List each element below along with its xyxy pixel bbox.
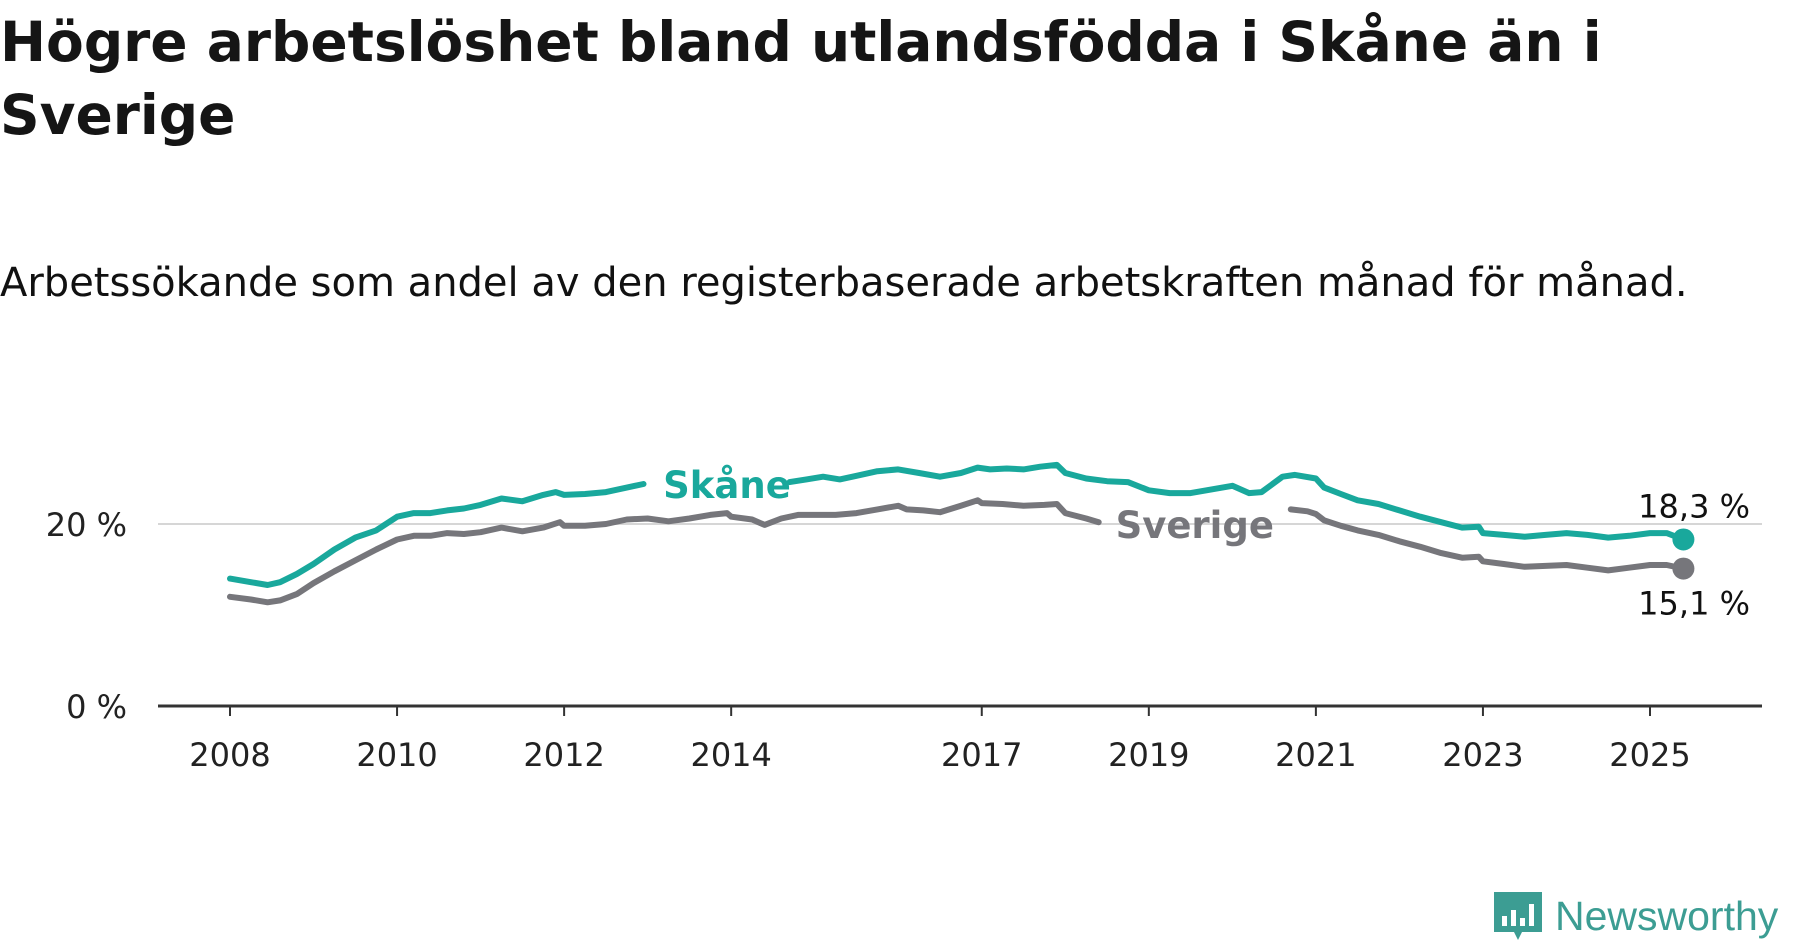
series-line-sverige: [1287, 506, 1687, 574]
series-line-skane: [786, 461, 1687, 543]
y-tick-label: 0 %: [66, 688, 127, 726]
chart-subtitle: Arbetssökande som andel av den registerb…: [0, 260, 1688, 306]
x-tick-label: 2012: [523, 736, 604, 774]
end-point-skane: [1672, 528, 1695, 551]
x-tick-label: 2025: [1609, 736, 1690, 774]
end-label-skane: 18,3 %: [1638, 487, 1750, 525]
series-line-sverige: [227, 497, 1102, 606]
x-tick-label: 2021: [1275, 736, 1356, 774]
end-label-sverige: 15,1 %: [1638, 585, 1750, 623]
series-line-skane: [227, 481, 647, 588]
series-label-sverige: Sverige: [1116, 504, 1274, 547]
newsworthy-logo-icon: [1494, 892, 1542, 940]
y-tick-label: 20 %: [46, 506, 127, 544]
end-point-sverige: [1672, 557, 1695, 580]
x-tick-label: 2008: [189, 736, 270, 774]
newsworthy-logo-text: Newsworthy: [1555, 893, 1779, 939]
newsworthy-logo: Newsworthy: [1492, 888, 1792, 944]
x-tick-label: 2017: [941, 736, 1022, 774]
x-tick-label: 2010: [356, 736, 437, 774]
x-tick-label: 2023: [1442, 736, 1523, 774]
chart-title: Högre arbetslöshet bland utlandsfödda i …: [0, 10, 1602, 147]
x-tick-label: 2019: [1108, 736, 1189, 774]
x-tick-label: 2014: [690, 736, 771, 774]
series-label-skane: Skåne: [663, 464, 791, 507]
